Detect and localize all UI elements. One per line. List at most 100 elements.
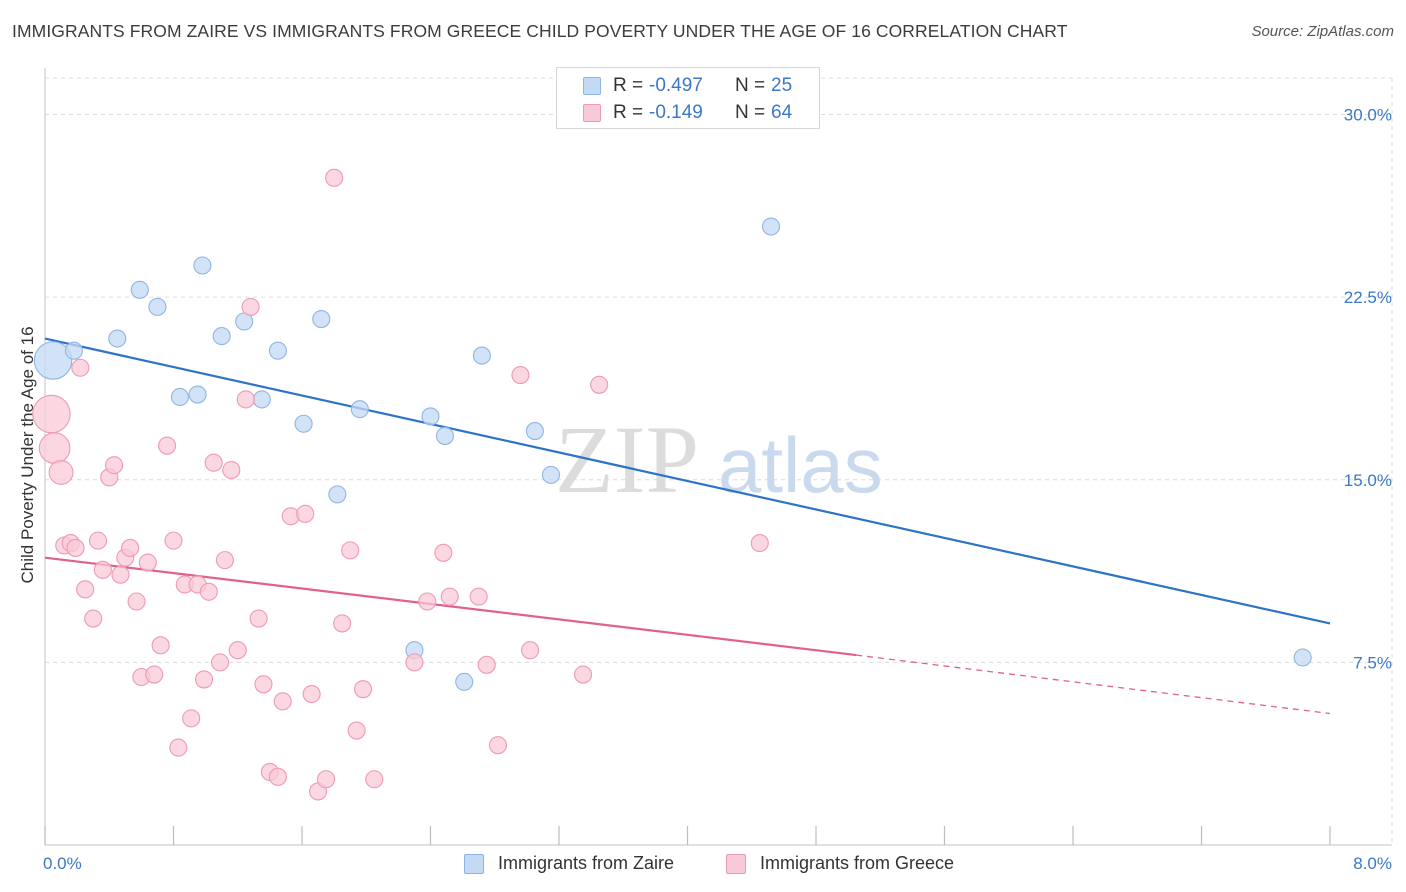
greece-swatch — [726, 854, 746, 874]
zaire-swatch — [583, 77, 601, 95]
data-point-zaire — [1293, 648, 1312, 667]
n-label: N = — [735, 75, 766, 96]
data-point-greece — [151, 636, 170, 655]
correlation-legend: R = -0.497 N = 25 R = -0.149 N = 64 — [556, 67, 820, 129]
data-point-greece — [138, 553, 157, 572]
data-point-greece — [228, 641, 247, 660]
data-point-zaire — [455, 672, 474, 691]
chart-title: IMMIGRANTS FROM ZAIRE VS IMMIGRANTS FROM… — [12, 21, 1068, 41]
data-point-zaire — [252, 390, 271, 409]
n-value: 64 — [771, 102, 793, 123]
data-point-zaire — [525, 422, 544, 441]
data-point-greece — [296, 504, 315, 523]
data-point-greece — [273, 692, 292, 711]
data-point-greece — [127, 592, 146, 611]
legend-label-zaire: Immigrants from Zaire — [498, 853, 675, 873]
data-point-greece — [477, 655, 496, 674]
data-point-zaire — [64, 341, 83, 360]
x-tick-label-min: 0.0% — [43, 854, 82, 873]
data-point-zaire — [350, 400, 369, 419]
data-point-greece — [222, 460, 241, 480]
r-value: -0.149 — [649, 102, 703, 123]
data-point-greece — [145, 665, 164, 684]
watermark: ZIP atlas — [555, 406, 883, 513]
zaire-swatch — [464, 854, 484, 874]
data-point-zaire — [435, 426, 455, 445]
data-points — [32, 168, 1312, 801]
data-point-greece — [84, 609, 103, 628]
data-point-greece — [488, 736, 508, 755]
data-point-greece — [268, 767, 287, 786]
y-tick-label: 22.5% — [1344, 288, 1392, 307]
data-point-zaire — [312, 310, 331, 329]
data-point-greece — [182, 709, 201, 728]
data-point-greece — [88, 531, 108, 550]
legend-label-greece: Immigrants from Greece — [760, 853, 955, 873]
data-point-greece — [521, 641, 540, 660]
y-tick-label: 15.0% — [1344, 471, 1392, 490]
watermark-zip: ZIP — [555, 406, 699, 513]
data-point-greece — [194, 670, 214, 689]
data-point-greece — [353, 680, 373, 699]
data-point-greece — [317, 770, 336, 789]
watermark-atlas: atlas — [718, 421, 883, 509]
data-point-greece — [66, 538, 85, 557]
trend-extension-greece — [856, 654, 1331, 715]
data-point-zaire — [541, 465, 561, 484]
data-point-greece — [236, 390, 255, 409]
data-point-greece — [341, 541, 360, 560]
trend-line-zaire — [44, 337, 1331, 625]
data-point-greece — [302, 684, 321, 704]
data-point-greece — [434, 543, 453, 562]
data-point-zaire — [268, 341, 287, 360]
trend-line-greece — [44, 556, 857, 657]
x-tick-label-max: 8.0% — [1353, 854, 1392, 873]
data-point-zaire — [148, 297, 167, 316]
data-point-greece — [574, 665, 593, 684]
data-point-zaire — [212, 327, 231, 346]
data-point-greece — [440, 587, 459, 606]
data-point-greece — [38, 432, 71, 464]
legend-row-greece: R = -0.149 N = 64 — [557, 99, 819, 127]
series-legend: Immigrants from Zaire Immigrants from Gr… — [0, 852, 1406, 878]
data-point-greece — [405, 653, 424, 672]
data-point-greece — [199, 582, 218, 601]
data-point-greece — [511, 366, 530, 385]
data-point-zaire — [472, 346, 491, 365]
data-point-greece — [32, 394, 71, 434]
y-tick-label: 30.0% — [1344, 106, 1392, 125]
source-credit: Source: ZipAtlas.com — [1251, 23, 1394, 40]
data-point-greece — [48, 460, 74, 485]
data-point-zaire — [33, 341, 73, 380]
data-point-zaire — [761, 217, 781, 236]
data-point-zaire — [170, 387, 189, 407]
data-point-zaire — [130, 280, 149, 299]
data-point-greece — [347, 721, 366, 740]
data-point-greece — [121, 538, 140, 557]
legend-row-zaire: R = -0.497 N = 25 — [557, 72, 819, 100]
data-point-greece — [333, 614, 352, 633]
data-point-greece — [469, 587, 488, 606]
data-point-greece — [158, 436, 177, 455]
tick-labels: 7.5% 15.0% 22.5% 30.0% 0.0% 8.0% — [43, 106, 1392, 873]
greece-swatch — [583, 104, 601, 122]
data-point-zaire — [328, 485, 347, 504]
data-point-greece — [590, 375, 609, 394]
data-point-zaire — [193, 256, 212, 275]
trend-lines — [44, 337, 1331, 715]
data-point-greece — [93, 560, 112, 579]
data-point-greece — [325, 168, 344, 187]
data-point-greece — [111, 565, 130, 584]
r-label: R = — [613, 102, 644, 123]
n-value: 25 — [771, 75, 793, 96]
data-point-zaire — [294, 414, 313, 433]
data-point-greece — [76, 580, 95, 599]
data-point-greece — [169, 738, 188, 757]
data-point-greece — [71, 358, 90, 377]
n-label: N = — [735, 102, 766, 123]
data-point-greece — [249, 609, 268, 628]
data-point-greece — [365, 770, 384, 789]
data-point-greece — [105, 456, 124, 475]
data-point-zaire — [421, 407, 440, 426]
